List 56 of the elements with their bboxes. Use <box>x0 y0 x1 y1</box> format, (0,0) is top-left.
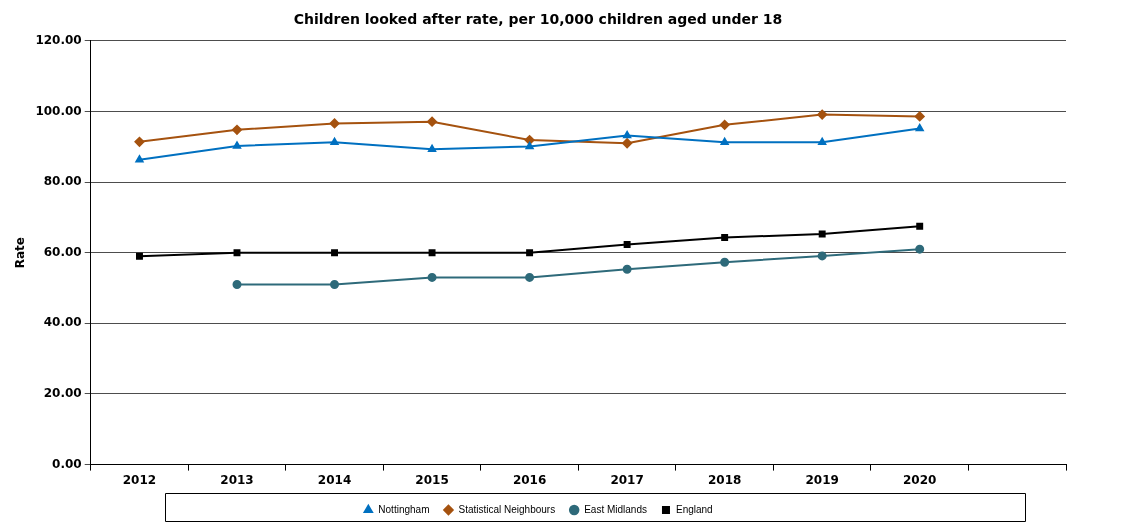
x-tick-label: 2019 <box>805 472 839 487</box>
point <box>428 144 437 152</box>
point <box>622 264 632 274</box>
point <box>818 137 827 145</box>
point <box>136 252 143 260</box>
point <box>817 251 827 261</box>
point <box>329 118 340 129</box>
point <box>719 119 730 130</box>
x-tick-label: 2020 <box>903 472 937 487</box>
point <box>427 272 437 282</box>
legend-label: Nottingham <box>378 503 430 515</box>
point <box>721 234 729 241</box>
chart-title: Children looked after rate, per 10,000 children aged under 18 <box>293 11 783 28</box>
y-tick-label: 120.00 <box>35 32 82 47</box>
y-tick-label: 100.00 <box>35 103 82 118</box>
point <box>427 116 438 127</box>
legend-label: East Midlands <box>584 503 647 515</box>
point <box>232 279 242 289</box>
x-tick-label: 2014 <box>317 472 352 487</box>
point <box>232 141 242 149</box>
point <box>525 141 534 150</box>
y-tick-label: 60.00 <box>43 244 82 259</box>
y-tick-label: 20.00 <box>43 386 82 401</box>
point <box>331 249 339 257</box>
point <box>623 130 632 139</box>
point <box>233 249 241 257</box>
point <box>135 155 144 163</box>
point <box>915 244 925 254</box>
point <box>720 257 730 267</box>
point <box>914 111 925 122</box>
point <box>915 123 924 132</box>
point <box>622 138 633 149</box>
point <box>623 241 631 249</box>
point <box>525 272 535 282</box>
x-tick-label: 2016 <box>512 472 547 487</box>
point <box>818 230 826 238</box>
y-tick-label: 40.00 <box>43 315 82 330</box>
point <box>526 249 534 257</box>
point <box>916 222 924 230</box>
y-tick-label: 80.00 <box>43 174 82 189</box>
point <box>330 279 340 289</box>
y-axis-title: Rate <box>13 237 28 269</box>
point <box>330 137 339 145</box>
y-tick-label: 0.00 <box>52 456 82 471</box>
point <box>428 249 436 257</box>
point <box>232 124 242 135</box>
point <box>134 136 145 147</box>
legend-label: Statistical Neighbours <box>458 503 556 515</box>
x-tick-label: 2018 <box>707 472 742 487</box>
x-tick-label: 2015 <box>415 472 449 487</box>
x-tick-label: 2017 <box>610 472 644 487</box>
x-tick-label: 2012 <box>122 472 157 487</box>
legend-label: England <box>675 503 713 515</box>
point <box>817 109 828 120</box>
x-tick-label: 2013 <box>220 472 254 487</box>
point <box>720 137 729 145</box>
